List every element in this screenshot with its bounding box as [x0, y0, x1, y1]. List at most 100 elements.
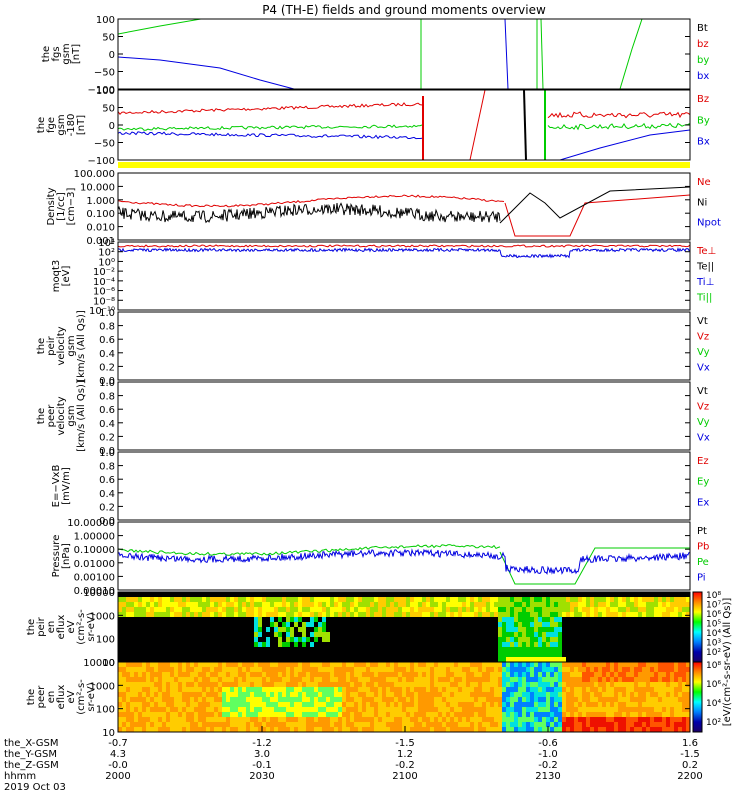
ylabel-line: sr-eV) — [86, 612, 97, 641]
by-trace — [118, 19, 204, 35]
ytick-label: 100 — [96, 705, 115, 716]
panel-10-frame — [117, 661, 691, 733]
legend-By: By — [697, 115, 710, 126]
xtick-z: -0.0 — [108, 760, 128, 771]
ytick-label: 10.000 — [80, 182, 115, 193]
legend-Te||: Te|| — [696, 262, 714, 273]
legend-Ez: Ez — [697, 456, 709, 467]
ytick-label: 10⁰ — [98, 257, 115, 268]
xtick-t: 2130 — [535, 771, 560, 782]
panel-8-frame — [117, 521, 691, 591]
panel-9-data — [118, 592, 690, 662]
xtick-y: 1.2 — [397, 749, 413, 760]
ylabel-line: fge — [46, 117, 57, 133]
ni-trace-2 — [499, 186, 690, 224]
ytick-label: 10.00000 — [67, 518, 115, 529]
panel-4-data — [118, 244, 690, 259]
colorbar-tick: 10² — [706, 648, 721, 658]
ytick-label: 10² — [98, 248, 115, 259]
panel-3-frame — [117, 172, 691, 241]
ytick-label: 0.100 — [86, 209, 115, 220]
bz-trace — [118, 102, 423, 115]
legend-Vz: Vz — [697, 402, 709, 413]
ne-trace-2 — [504, 194, 690, 237]
ytick-label: 1.000 — [86, 196, 115, 207]
ylabel-line: en — [46, 621, 57, 634]
legend-Ti||: Ti|| — [696, 293, 712, 304]
legend-Te⊥: Te⊥ — [696, 246, 716, 257]
by-jump-3 — [540, 19, 544, 89]
xtick-y: 3.0 — [254, 749, 270, 760]
legend-Vt: Vt — [697, 386, 708, 397]
ytick-label: −50 — [94, 139, 115, 150]
bx-trace — [118, 131, 423, 140]
legend-Vy: Vy — [697, 417, 710, 428]
ytick-label: −100 — [88, 156, 115, 167]
ytick-label: 0.0 — [99, 376, 115, 387]
ytick-label: 1.0 — [99, 448, 115, 459]
legend-Bz: Bz — [697, 94, 709, 105]
ylabel-line: [nPa] — [61, 543, 72, 569]
ytick-label: 0.4 — [99, 349, 115, 360]
ylabel-line: the — [26, 689, 37, 705]
ytick-label: 1000 — [90, 681, 115, 692]
xtick-z: -0.2 — [538, 760, 558, 771]
ylabel-line: sr-eV) — [86, 682, 97, 711]
legend-Pi: Pi — [697, 573, 706, 584]
ylabel-line: peir — [36, 616, 47, 636]
legend-Vx: Vx — [697, 433, 710, 444]
xtick-y: -1.0 — [538, 749, 558, 760]
legend-Vz: Vz — [697, 332, 709, 343]
by-trace-2 — [547, 122, 690, 131]
legend-Bt: Bt — [697, 23, 708, 34]
ytick-label: 10⁻⁴ — [93, 277, 115, 288]
ytick-label: 0.00100 — [74, 572, 115, 583]
ni-trace — [118, 202, 501, 224]
ylabel-line: peir — [46, 335, 57, 355]
panel-10-data — [118, 662, 690, 732]
ytick-label: 10⁻² — [93, 267, 115, 278]
ytick-label: 10⁻¹⁰ — [89, 306, 115, 317]
panel-8: 10.000001.000000.100000.010000.001000.00… — [51, 518, 709, 597]
panel-7: 1.0 0.8 0.6 0.4 0.2 0.0 E=−VxB [mV/m] Ez Ey Ex — [51, 448, 709, 527]
bt-jump — [523, 90, 527, 160]
ytick-label: 0.8 — [99, 322, 115, 333]
legend-Ey: Ey — [697, 477, 709, 488]
ytick-label: 100.000 — [74, 169, 115, 180]
colorbar-top — [692, 591, 703, 663]
panel-5-frame — [117, 311, 691, 381]
ytick-label: −100 — [88, 85, 115, 96]
ylabel-line: [nT] — [71, 44, 82, 64]
ytick-label: 10 — [102, 658, 115, 669]
ylabel-line: -180 — [66, 114, 77, 137]
xaxis-row-label: the_Z-GSM — [4, 760, 59, 771]
ylabel-line: E=−VxB — [51, 465, 62, 508]
ylabel-line: velocity — [56, 396, 67, 435]
panel-10: 10000 1000 100 10 the peer en eflux eV (cm²-s-sr-… — [26, 658, 691, 739]
legend-Ti⊥: Ti⊥ — [696, 277, 714, 288]
ylabel-line: [cm−3] — [66, 188, 77, 226]
panel-2: 100 50 0 −50 −100 the fge gsm -180 [nT] Bz By Bx — [36, 86, 710, 167]
panel-6-frame — [117, 381, 691, 451]
ylabel-line: [mV/m] — [61, 467, 72, 505]
ytick-label: 0.6 — [99, 405, 115, 416]
ytick-label: 1000 — [90, 611, 115, 622]
colorbar-tick: 10⁶ — [706, 680, 721, 690]
ne-trace — [118, 194, 505, 208]
ytick-label: 10000 — [83, 658, 115, 669]
ytick-label: 0.001 — [86, 236, 115, 247]
colorbar-tick: 10⁸ — [706, 661, 721, 671]
xtick-x: -1.2 — [252, 738, 272, 749]
ytick-label: 50 — [102, 104, 115, 115]
ylabel-line: eflux — [56, 615, 67, 640]
ylabel-line: (cm²-s- — [76, 679, 87, 715]
ylabel-line: [km/s (All Qs)] — [76, 310, 87, 382]
colorbar-tick: 10² — [706, 718, 721, 728]
ytick-label: 1.00000 — [74, 532, 115, 543]
pe-trace-2 — [499, 547, 690, 585]
ylabel-line: the — [26, 619, 37, 635]
ytick-label: 0.8 — [99, 462, 115, 473]
ytick-label: 1.0 — [99, 308, 115, 319]
